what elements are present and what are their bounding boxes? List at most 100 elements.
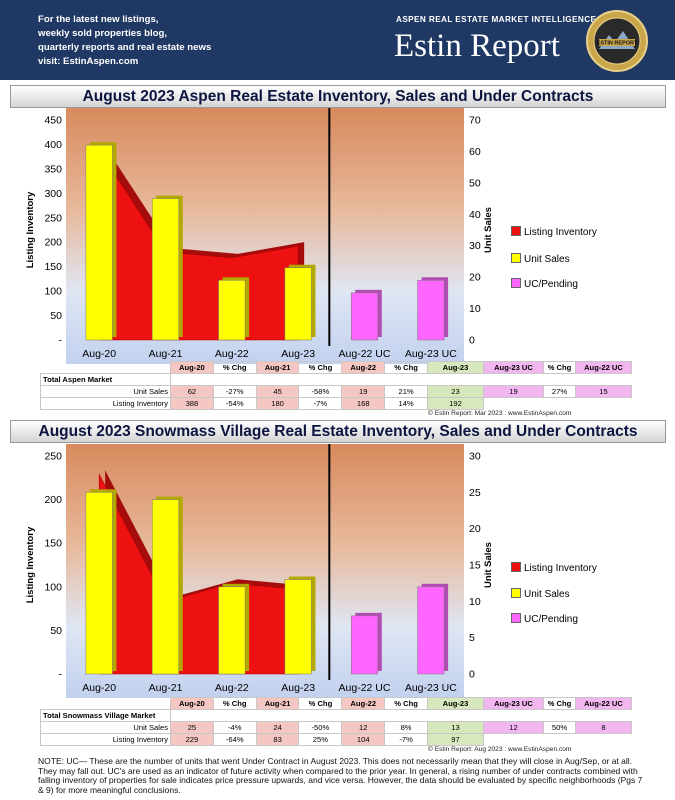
- seal-text: ESTIN REPORT: [597, 41, 638, 47]
- x-tick-label: Aug-22: [215, 348, 249, 360]
- table-cell: 45: [255, 385, 300, 398]
- legend-uc-pending: UC/Pending: [511, 278, 578, 290]
- table-header: % Chg: [543, 361, 576, 374]
- y-tick-label: 450: [44, 115, 62, 127]
- table-cell: 19: [483, 385, 544, 398]
- table-header: Aug-22: [341, 361, 386, 374]
- table-title: Total Snowmass Village Market: [40, 709, 171, 722]
- x-tick-label: Aug-23 UC: [405, 682, 457, 694]
- table-header: Aug-23 UC: [483, 361, 544, 374]
- table-row: Listing Inventory 229 -64% 83 25% 104 -7…: [40, 733, 632, 746]
- brand-tagline: ASPEN REAL ESTATE MARKET INTELLIGENCE: [396, 15, 597, 24]
- y2-tick-label: 5: [469, 632, 475, 644]
- y-axis-title: Listing Inventory: [25, 191, 36, 268]
- y2-tick-label: 40: [469, 209, 481, 221]
- x-tick-label: Aug-23 UC: [405, 348, 457, 360]
- legend-listing-inventory: Listing Inventory: [511, 226, 597, 238]
- x-tick-label: Aug-22: [215, 682, 249, 694]
- y-tick-label: 250: [44, 451, 62, 463]
- table-header: Aug-21: [255, 361, 300, 374]
- y2-axis-title: Unit Sales: [483, 542, 494, 588]
- y-tick-label: 300: [44, 188, 62, 200]
- table-cell: 8%: [384, 721, 428, 734]
- table-cell: 8: [575, 721, 632, 734]
- y-tick-label: 250: [44, 212, 62, 224]
- promo-line: For the latest new listings,: [38, 14, 159, 25]
- table-cell: 27%: [543, 385, 576, 398]
- uc-pending-bar: [417, 586, 445, 675]
- y-tick-label: 400: [44, 139, 62, 151]
- y2-tick-label: 30: [469, 240, 481, 252]
- unit-sales-bar: [151, 198, 180, 341]
- promo-line: weekly sold properties blog,: [38, 28, 168, 39]
- y2-tick-label: 30: [469, 451, 481, 463]
- table-cell: 192: [427, 397, 484, 410]
- y-tick-label: 50: [50, 310, 62, 322]
- table-cell: 14%: [384, 397, 428, 410]
- legend-unit-sales: Unit Sales: [511, 253, 570, 265]
- uc-pending-bar: [350, 292, 379, 341]
- table-row: Listing Inventory 388 -54% 180 -7% 168 1…: [40, 397, 632, 410]
- table-header: Aug-23 UC: [483, 697, 544, 710]
- uc-pending-bar: [417, 280, 445, 341]
- table-header: Aug-23: [427, 361, 484, 374]
- legend-uc-pending: UC/Pending: [511, 613, 578, 625]
- y2-tick-label: 70: [469, 115, 481, 127]
- unit-sales-bar: [85, 492, 113, 675]
- snowmass-stats-table: Aug-20 % Chg Aug-21 % Chg Aug-22 % Chg A…: [40, 697, 632, 746]
- promo-line[interactable]: visit: EstinAspen.com: [38, 56, 139, 67]
- table-cell: -4%: [212, 721, 257, 734]
- estin-seal-logo: ESTIN REPORT: [586, 10, 648, 72]
- aspen-stats-table: Aug-20 % Chg Aug-21 % Chg Aug-22 % Chg A…: [40, 361, 632, 410]
- table-cell: 13: [427, 721, 484, 734]
- y2-tick-label: 20: [469, 523, 481, 535]
- legend-unit-sales: Unit Sales: [511, 588, 570, 600]
- legend-listing-inventory: Listing Inventory: [511, 562, 597, 574]
- table-cell: 388: [170, 397, 214, 410]
- x-tick-label: Aug-23: [281, 348, 315, 360]
- y2-tick-label: 0: [469, 335, 475, 347]
- table-cell: 12: [341, 721, 386, 734]
- x-tick-label: Aug-22 UC: [339, 682, 391, 694]
- x-tick-label: Aug-20: [82, 348, 116, 360]
- table-header: Aug-22 UC: [575, 361, 632, 374]
- table-cell: 15: [575, 385, 632, 398]
- table-header: % Chg: [384, 361, 428, 374]
- y-tick-label: 100: [44, 581, 62, 593]
- table-cell: 180: [255, 397, 300, 410]
- y-tick-label: 200: [44, 237, 62, 249]
- y2-tick-label: 10: [469, 303, 481, 315]
- unit-sales-bar: [218, 586, 246, 675]
- row-label: Listing Inventory: [40, 397, 171, 410]
- x-tick-label: Aug-21: [149, 348, 183, 360]
- table-cell: -64%: [212, 733, 257, 746]
- table-cell: 25: [170, 721, 214, 734]
- table-cell: -50%: [298, 721, 343, 734]
- x-tick-label: Aug-23: [281, 682, 315, 694]
- y-tick-label: 150: [44, 538, 62, 550]
- y-tick-label: 200: [44, 494, 62, 506]
- y2-tick-label: 60: [469, 146, 481, 158]
- y-tick-label: 100: [44, 286, 62, 298]
- table-header: % Chg: [543, 697, 576, 710]
- x-tick-label: Aug-22 UC: [339, 348, 391, 360]
- uc-pending-bar: [350, 615, 379, 675]
- y2-tick-label: 50: [469, 177, 481, 189]
- report-header: For the latest new listings, weekly sold…: [0, 0, 675, 80]
- table-header: Aug-21: [255, 697, 300, 710]
- table-row: Unit Sales 62 -27% 45 -58% 19 21% 23 19 …: [40, 385, 632, 398]
- y-tick-label: -: [59, 335, 63, 347]
- snowmass-chart-title: August 2023 Snowmass Village Real Estate…: [10, 420, 666, 443]
- y-axis-title: Listing Inventory: [25, 526, 36, 603]
- source-credit: © Estin Report: Mar 2023 : www.EstinAspe…: [428, 410, 572, 417]
- unit-sales-bar: [284, 579, 312, 675]
- table-header: % Chg: [298, 697, 343, 710]
- table-header: Aug-23: [427, 697, 484, 710]
- table-header: % Chg: [298, 361, 343, 374]
- table-header: % Chg: [384, 697, 428, 710]
- y2-axis-title: Unit Sales: [483, 207, 494, 253]
- x-tick-label: Aug-21: [149, 682, 183, 694]
- table-cell: 104: [341, 733, 386, 746]
